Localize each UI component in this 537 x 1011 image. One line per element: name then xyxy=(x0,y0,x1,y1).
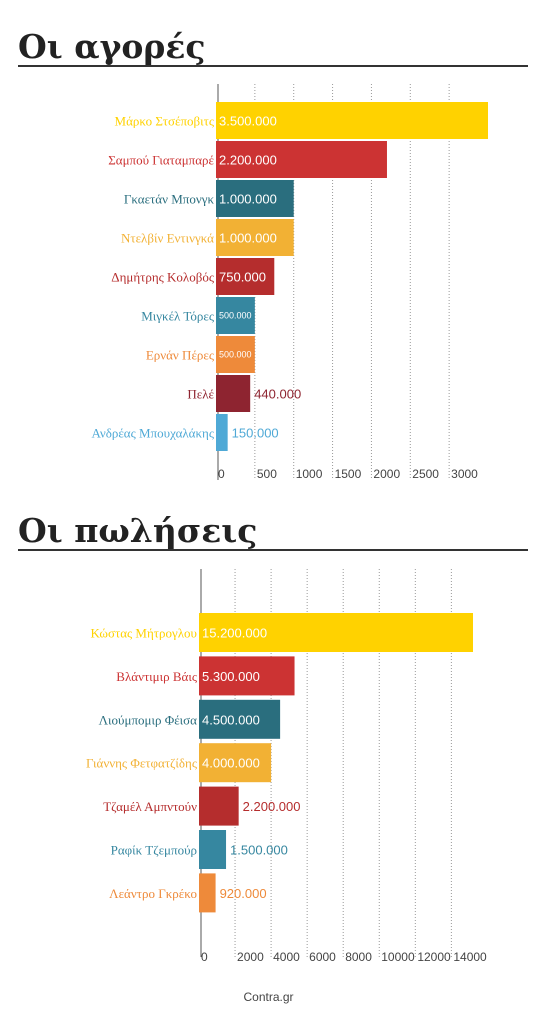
x-tick-label: 2500 xyxy=(412,467,439,481)
title-rule xyxy=(18,549,528,551)
section-title-sales: Οι πωλήσεις xyxy=(18,511,258,550)
category-label: Πελέ xyxy=(187,387,214,402)
bar xyxy=(199,830,227,869)
footer-source: Contra.gr xyxy=(243,990,294,1004)
bar xyxy=(216,336,255,373)
title-rule xyxy=(18,65,528,67)
category-label: Ντελβίν Εντινγκά xyxy=(121,231,214,246)
value-label: 2.200.000 xyxy=(243,799,301,814)
bar xyxy=(216,141,387,178)
x-tick-label: 12000 xyxy=(417,950,451,964)
x-tick-label: 1500 xyxy=(335,467,362,481)
value-label: 4.000.000 xyxy=(202,756,260,771)
value-label: 920.000 xyxy=(220,886,267,901)
category-label: Μιγκέλ Τόρες xyxy=(141,309,215,324)
value-label: 1.000.000 xyxy=(219,231,277,246)
x-tick-label: 3000 xyxy=(451,467,478,481)
category-label: Λιούμπομιρ Φέισα xyxy=(99,712,198,727)
x-tick-label: 500 xyxy=(257,467,277,481)
value-label: 750.000 xyxy=(219,270,266,285)
x-tick-label: 8000 xyxy=(345,950,372,964)
bar xyxy=(199,786,239,826)
value-label: 500.000 xyxy=(219,311,252,321)
value-label: 2.200.000 xyxy=(219,153,277,168)
bar xyxy=(199,873,216,913)
category-label: Λεάντρο Γκρέκο xyxy=(109,886,197,901)
category-label: Ερνάν Πέρες xyxy=(146,348,215,363)
bar xyxy=(199,613,473,652)
value-label: 5.300.000 xyxy=(202,669,260,684)
bar xyxy=(216,297,255,334)
bar xyxy=(199,699,281,739)
bar xyxy=(216,258,275,295)
bar xyxy=(216,102,488,139)
category-label: Μάρκο Στσέποβιτς xyxy=(115,114,215,129)
value-label: 440.000 xyxy=(254,387,301,402)
bar xyxy=(199,656,295,696)
value-label: 1.000.000 xyxy=(219,192,277,207)
category-label: Γιάννης Φετφατζίδης xyxy=(86,756,198,771)
category-label: Κώστας Μήτρογλου xyxy=(91,626,197,641)
value-label: 1.500.000 xyxy=(230,843,288,858)
x-tick-label: 6000 xyxy=(309,950,336,964)
x-tick-label: 0 xyxy=(218,467,225,481)
bar xyxy=(199,743,272,783)
value-label: 150.000 xyxy=(232,426,279,441)
category-label: Ανδρέας Μπουχαλάκης xyxy=(91,426,214,441)
category-label: Τζαμέλ Αμπντούν xyxy=(103,799,197,814)
section-title-purchases: Οι αγορές xyxy=(18,27,206,66)
value-label: 500.000 xyxy=(219,350,252,360)
x-tick-label: 10000 xyxy=(381,950,415,964)
bar xyxy=(216,180,294,217)
x-tick-label: 2000 xyxy=(237,950,264,964)
x-tick-label: 4000 xyxy=(273,950,300,964)
category-label: Ραφίκ Τζεμπούρ xyxy=(111,843,197,858)
x-tick-label: 0 xyxy=(201,950,208,964)
bar xyxy=(216,219,294,256)
bar xyxy=(216,414,228,451)
category-label: Βλάντιμιρ Βάις xyxy=(116,669,198,684)
value-label: 15.200.000 xyxy=(202,626,267,641)
category-label: Δημήτρης Κολοβός xyxy=(111,270,215,285)
category-label: Σαμπού Γιαταμπαρέ xyxy=(108,153,214,168)
value-label: 3.500.000 xyxy=(219,114,277,129)
sales-chart: 0 2000 4000 6000 8000 10000 12000 14000 Κώστας Μ… xyxy=(86,569,487,964)
x-tick-label: 2000 xyxy=(373,467,400,481)
purchases-chart: 0 500 1000 1500 2000 2500 3000 Μάρκο Στσέποβιτς… xyxy=(91,84,488,481)
x-tick-label: 14000 xyxy=(453,950,487,964)
category-label: Γκαετάν Μπονγκ xyxy=(124,192,215,207)
x-tick-label: 1000 xyxy=(296,467,323,481)
bar xyxy=(216,375,251,412)
value-label: 4.500.000 xyxy=(202,712,260,727)
